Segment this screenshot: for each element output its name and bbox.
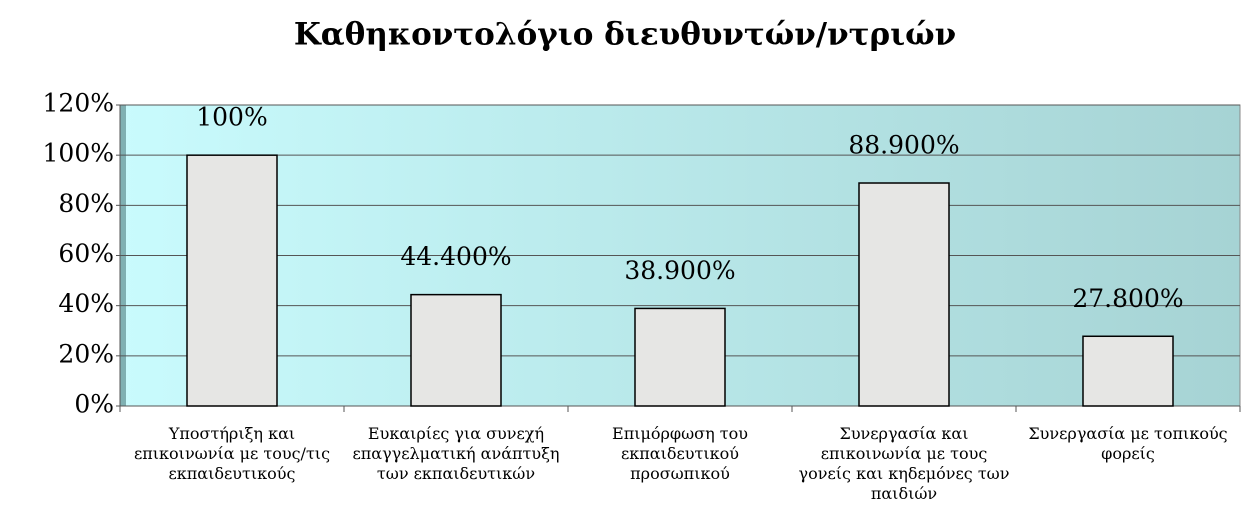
chart-title: Καθηκοντολόγιο διευθυντών/ντριών — [294, 17, 956, 53]
y-tick-label: 60% — [58, 239, 114, 268]
y-tick-label: 120% — [43, 89, 114, 118]
data-label: 100% — [196, 103, 267, 132]
data-label: 88.900% — [848, 131, 959, 160]
y-tick-label: 80% — [58, 189, 114, 218]
x-tick-label: Ευκαιρίες για συνεχή επαγγελματική ανάπτ… — [352, 424, 560, 483]
x-tick-label: Υποστήριξη και επικοινωνία με τους/τις ε… — [133, 424, 331, 483]
x-tick-label: Συνεργασία και επικοινωνία με τους γονεί… — [798, 424, 1010, 503]
bar — [634, 307, 726, 407]
bar — [410, 293, 502, 407]
data-label: 27.800% — [1072, 284, 1183, 313]
bar — [186, 154, 278, 407]
bar — [1082, 335, 1174, 407]
y-tick-label: 40% — [58, 289, 114, 318]
bar — [858, 182, 950, 407]
data-label: 38.900% — [624, 256, 735, 285]
x-tick-label: Συνεργασία με τοπικούς φορείς — [1028, 424, 1228, 463]
y-tick-label: 0% — [74, 390, 114, 419]
y-tick-label: 100% — [43, 139, 114, 168]
data-label: 44.400% — [400, 242, 511, 271]
y-tick-label: 20% — [58, 339, 114, 368]
x-tick-label: Επιμόρφωση του εκπαιδευτικού προσωπικού — [612, 424, 748, 483]
